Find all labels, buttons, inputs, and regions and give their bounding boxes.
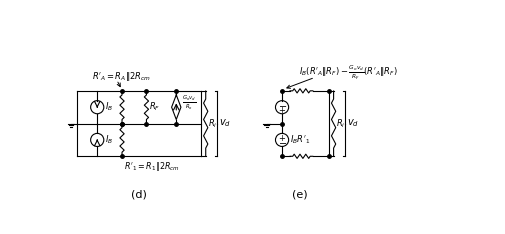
Text: $I_B$: $I_B$ (106, 101, 114, 113)
Text: $+$: $+$ (278, 133, 286, 143)
Text: $-$: $-$ (278, 137, 287, 147)
Text: $R_i$: $R_i$ (209, 117, 218, 130)
Text: $v_d$: $v_d$ (347, 118, 359, 129)
Text: $+$: $+$ (278, 105, 286, 114)
Text: (d): (d) (131, 190, 146, 200)
Text: $v_d$: $v_d$ (219, 118, 231, 129)
Text: $I_B(R'_A\|R_F)-\frac{G_o v_d}{R_F}(R'_A\|R_F)$: $I_B(R'_A\|R_F)-\frac{G_o v_d}{R_F}(R'_A… (298, 63, 397, 82)
Text: $R_i$: $R_i$ (336, 117, 346, 130)
Text: $R'_1 = R_1 \| 2R_{cm}$: $R'_1 = R_1 \| 2R_{cm}$ (124, 160, 180, 173)
Text: $I_B R'_1$: $I_B R'_1$ (290, 134, 310, 146)
Text: $R'_A = R_A \| 2R_{cm}$: $R'_A = R_A \| 2R_{cm}$ (92, 70, 150, 83)
Text: $I_B$: $I_B$ (106, 134, 114, 146)
Text: $-$: $-$ (278, 100, 287, 110)
Text: (e): (e) (292, 190, 308, 200)
Text: $\frac{G_o v_d}{R_o}$: $\frac{G_o v_d}{R_o}$ (182, 94, 196, 113)
Text: $R_F$: $R_F$ (149, 101, 161, 113)
